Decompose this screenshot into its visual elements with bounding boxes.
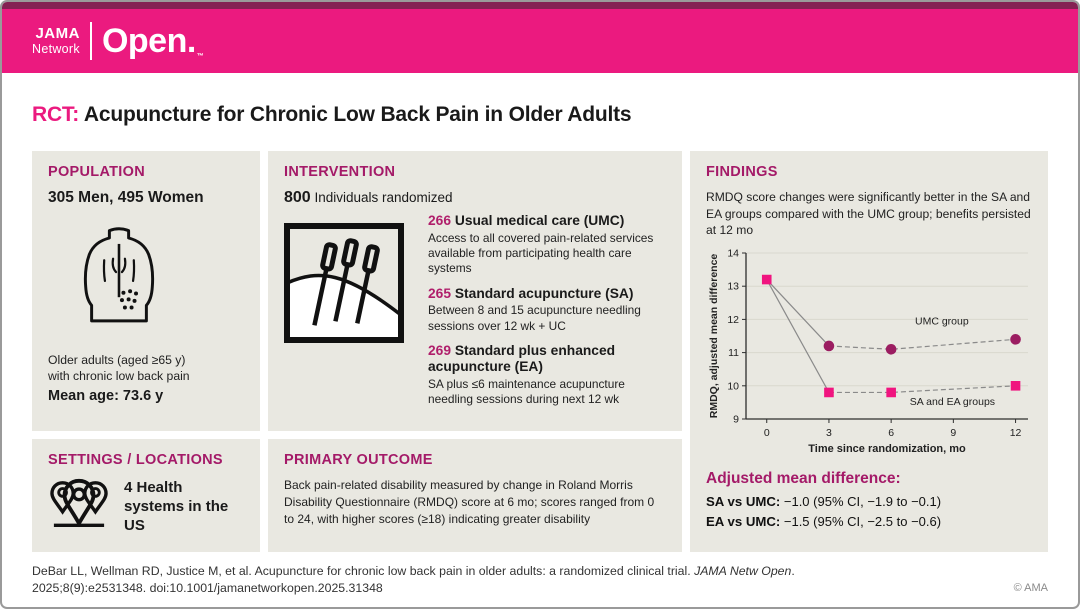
findings-box: FINDINGS RMDQ score changes were signifi… (690, 151, 1048, 552)
study-type-tag: RCT: (32, 103, 80, 126)
arm-ea-count: 269 (428, 342, 455, 358)
arm-sa: 265 Standard acupuncture (SA) Between 8 … (428, 286, 666, 334)
top-accent-strip (2, 2, 1078, 9)
primary-outcome-heading: PRIMARY OUTCOME (284, 452, 433, 468)
logo-divider (89, 22, 92, 60)
svg-text:12: 12 (1010, 427, 1022, 439)
logo-network-text: Network (32, 42, 80, 57)
svg-text:Time since randomization, mo: Time since randomization, mo (808, 443, 966, 455)
svg-text:9: 9 (950, 427, 956, 439)
citation-line2: 2025;8(9):e2531348. doi:10.1001/jamanetw… (32, 581, 383, 596)
population-box: POPULATION 305 Men, 495 Women (32, 151, 260, 431)
trademark-symbol: ™ (196, 53, 204, 60)
mean-age: Mean age: 73.6 y (48, 387, 164, 404)
page-title: RCT: Acupuncture for Chronic Low Back Pa… (32, 103, 1048, 127)
svg-text:SA and EA groups: SA and EA groups (910, 396, 995, 408)
primary-outcome-box: PRIMARY OUTCOME Back pain-related disabi… (268, 439, 682, 552)
result-ea-vs-umc: EA vs UMC: −1.5 (95% CI, −2.5 to −0.6) (706, 513, 942, 529)
settings-heading: SETTINGS / LOCATIONS (48, 452, 223, 468)
brand-header: JAMA Network Open.™ (2, 9, 1078, 73)
jama-network-open-logo: JAMA Network Open.™ (32, 22, 204, 60)
svg-text:RMDQ, adjusted mean difference: RMDQ, adjusted mean difference (708, 254, 720, 419)
arm-ea: 269 Standard plus enhanced acupuncture (… (428, 343, 666, 407)
arm-umc-name: Usual medical care (UMC) (454, 213, 625, 228)
arm-umc-desc: Access to all covered pain-related servi… (428, 230, 654, 276)
arm-sa-count: 265 (428, 285, 455, 301)
acupuncture-needles-icon (284, 213, 412, 416)
population-desc-line2: with chronic low back pain (48, 369, 190, 384)
svg-text:3: 3 (826, 427, 832, 439)
citation: DeBar LL, Wellman RD, Justice M, et al. … (32, 563, 795, 597)
svg-text:6: 6 (888, 427, 894, 439)
rmdq-line-chart: 9 10 11 12 13 14 0 3 6 9 12 RMDQ, adjusted mean dif… (708, 248, 1028, 455)
svg-text:0: 0 (764, 427, 770, 439)
arm-sa-desc: Between 8 and 15 acupuncture needling se… (428, 303, 641, 333)
study-title-text: Acupuncture for Chronic Low Back Pain in… (79, 103, 632, 126)
arm-ea-desc: SA plus ≤6 maintenance acupuncture needl… (428, 376, 625, 406)
back-pain-icon (82, 215, 244, 340)
copyright-notice: © AMA (1013, 582, 1048, 595)
svg-text:10: 10 (727, 380, 739, 392)
content-grid: POPULATION 305 Men, 495 Women (32, 151, 1048, 552)
population-heading: POPULATION (48, 164, 145, 180)
logo-journal-text: Open.™ (101, 22, 204, 60)
findings-summary: RMDQ score changes were significantly be… (706, 190, 1031, 238)
logo-jama-text: JAMA (35, 25, 80, 43)
svg-text:12: 12 (727, 314, 739, 326)
svg-text:13: 13 (727, 281, 739, 293)
intervention-box: INTERVENTION 800 Individuals randomized (268, 151, 682, 431)
arm-umc-count: 266 (428, 213, 455, 228)
arm-ea-name: Standard plus enhanced acupuncture (EA) (428, 342, 616, 374)
svg-text:UMC group: UMC group (915, 315, 969, 327)
map-pins-icon (48, 477, 110, 538)
settings-text: 4 Health systems in the US (124, 479, 229, 534)
settings-box: SETTINGS / LOCATIONS 4 Healt (32, 439, 260, 552)
population-counts: 305 Men, 495 Women (48, 189, 204, 206)
result-sa-vs-umc: SA vs UMC: −1.0 (95% CI, −1.9 to −0.1) (706, 494, 942, 510)
primary-outcome-text: Back pain-related disability measured by… (284, 478, 655, 526)
svg-text:11: 11 (728, 347, 739, 359)
randomized-count: 800 Individuals randomized (284, 189, 453, 206)
adjusted-mean-difference-heading: Adjusted mean difference: (706, 470, 901, 488)
svg-text:9: 9 (733, 414, 739, 426)
svg-text:14: 14 (727, 248, 739, 260)
findings-heading: FINDINGS (706, 164, 778, 180)
footer: DeBar LL, Wellman RD, Justice M, et al. … (32, 563, 1048, 597)
population-desc-line1: Older adults (aged ≥65 y) (48, 353, 186, 367)
arm-umc: 266 Usual medical care (UMC) Access to a… (428, 213, 666, 277)
journal-name-italic: JAMA Netw Open (694, 564, 792, 578)
intervention-heading: INTERVENTION (284, 164, 396, 180)
arm-sa-name: Standard acupuncture (SA) (454, 285, 634, 301)
